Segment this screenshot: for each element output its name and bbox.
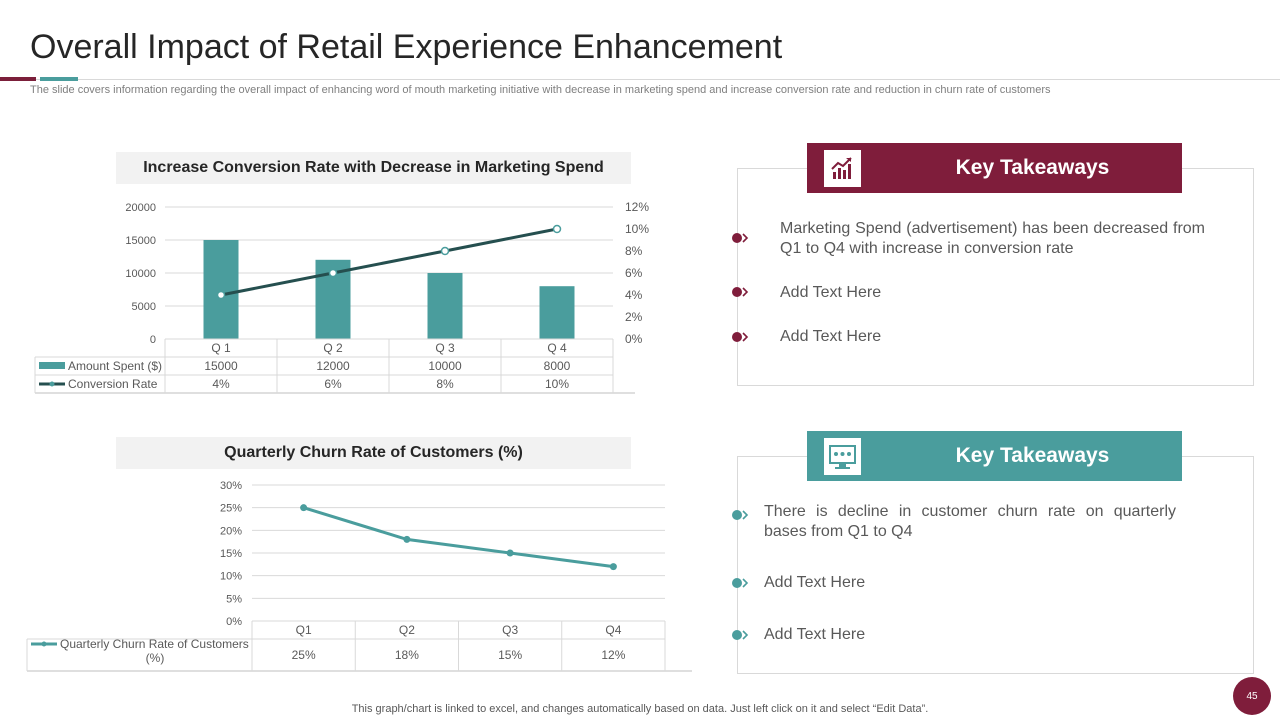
chart1-legend-bar-key xyxy=(39,362,65,369)
chart1-x-label: Q 2 xyxy=(323,341,343,355)
chart1-plot[interactable]: 20000 15000 10000 5000 0 12% 10% 8% 6% 4% 2% 0% Q 1 1… xyxy=(0,195,680,400)
takeaway2-bullet-2: Add Text Here xyxy=(764,574,866,591)
chart1-y-tick: 0 xyxy=(150,334,156,346)
takeaway2-bullet-1: There is decline in customer churn rate … xyxy=(764,503,1176,540)
title-accent-maroon xyxy=(0,77,36,81)
chart2-table-value: 15% xyxy=(498,648,522,662)
takeaways2-panel xyxy=(737,456,1254,674)
chart2-legend-label: Quarterly Churn Rate of Customers (%) xyxy=(60,637,249,665)
chart1-y2-tick: 6% xyxy=(625,266,643,280)
monitor-chart-icon xyxy=(824,438,861,475)
chart2-y-tick: 25% xyxy=(220,503,242,515)
chart1-y-tick: 5000 xyxy=(132,301,156,313)
chart1-line-point xyxy=(216,290,226,300)
chart1-y2-tick: 10% xyxy=(625,222,649,236)
chart2-x-label: Q3 xyxy=(502,623,518,637)
takeaways1-heading: Key Takeaways xyxy=(955,156,1110,179)
chart2-legend-line-key xyxy=(41,641,47,647)
bullet-marker-icon xyxy=(732,231,750,245)
chart1-table-value: 4% xyxy=(212,377,230,391)
chart1-legend-label: Conversion Rate xyxy=(68,377,158,391)
chart2-y-tick: 0% xyxy=(226,616,242,628)
bullet-marker-icon xyxy=(732,576,750,590)
chart2-y-tick: 15% xyxy=(220,548,242,560)
chart1-legend-label: Amount Spent ($) xyxy=(68,359,162,373)
chart2-y-tick: 30% xyxy=(220,480,242,492)
title-divider xyxy=(0,79,1280,80)
chart2-line-point xyxy=(403,535,411,543)
chart2-y-tick: 5% xyxy=(226,593,242,605)
chart1-y2-tick: 2% xyxy=(625,310,643,324)
chart1-table-value: 12000 xyxy=(316,359,350,373)
chart1-table-value: 6% xyxy=(324,377,342,391)
bullet-marker-icon xyxy=(732,330,750,344)
chart1-y2-tick: 8% xyxy=(625,244,643,258)
takeaway1-bullet-2: Add Text Here xyxy=(780,284,882,301)
chart2-table-value: 18% xyxy=(395,648,419,662)
chart2-line-point xyxy=(506,549,514,557)
footer-note: This graph/chart is linked to excel, and… xyxy=(351,703,929,715)
chart1-table-value: 10000 xyxy=(428,359,462,373)
chart1-x-label: Q 3 xyxy=(435,341,455,355)
chart1-y2-tick: 12% xyxy=(625,200,649,214)
chart1-y2-tick: 0% xyxy=(625,332,643,346)
chart2-title[interactable]: Quarterly Churn Rate of Customers (%) xyxy=(116,437,631,469)
chart1-table-value: 8% xyxy=(436,377,454,391)
chart1-x-label: Q 1 xyxy=(211,341,231,355)
chart2-line-point xyxy=(300,504,308,512)
takeaways1-panel xyxy=(737,168,1254,386)
chart-growth-icon xyxy=(824,150,861,187)
chart1-line-point xyxy=(552,224,562,234)
takeaway1-bullet-1: Marketing Spend (advertisement) has been… xyxy=(780,220,1205,257)
takeaways2-heading: Key Takeaways xyxy=(955,444,1110,467)
title-accent-teal xyxy=(40,77,78,81)
bullet-marker-icon xyxy=(732,285,750,299)
takeaways1-banner: Key Takeaways xyxy=(807,143,1182,193)
chart1-y-tick: 20000 xyxy=(125,202,156,214)
chart1-x-label: Q 4 xyxy=(547,341,567,355)
chart2-plot[interactable]: 30% 25% 20% 15% 10% 5% 0% Q1 25% Q2 18% Q3 15% Q4 12% Q… xyxy=(0,475,700,680)
chart2-line-point xyxy=(609,563,617,571)
chart1-bar xyxy=(427,273,463,339)
chart1-bar xyxy=(203,240,239,339)
bullet-marker-icon xyxy=(732,508,750,522)
takeaways2-banner: Key Takeaways xyxy=(807,431,1182,481)
chart1-legend-line-key xyxy=(49,381,55,387)
chart1-table-value: 10% xyxy=(545,377,569,391)
chart1-line-point xyxy=(440,246,450,256)
chart2-x-label: Q1 xyxy=(296,623,312,637)
chart2-table-value: 12% xyxy=(601,648,625,662)
chart2-y-tick: 10% xyxy=(220,571,242,583)
chart2-y-tick: 20% xyxy=(220,525,242,537)
chart1-y-tick: 10000 xyxy=(125,268,156,280)
takeaway1-bullet-3: Add Text Here xyxy=(780,328,882,345)
chart2-line-series xyxy=(303,506,614,569)
chart1-table-value: 15000 xyxy=(204,359,238,373)
chart1-table-value: 8000 xyxy=(544,359,571,373)
chart1-y2-tick: 4% xyxy=(625,288,643,302)
chart1-line-point xyxy=(328,268,338,278)
page-number-badge: 45 xyxy=(1233,677,1271,715)
chart2-table-value: 25% xyxy=(292,648,316,662)
chart2-x-label: Q2 xyxy=(399,623,415,637)
chart1-bar xyxy=(539,286,575,339)
page-subtitle: The slide covers information regarding t… xyxy=(30,84,1051,96)
chart2-x-label: Q4 xyxy=(605,623,621,637)
page-title: Overall Impact of Retail Experience Enha… xyxy=(30,28,783,66)
chart1-y-tick: 15000 xyxy=(125,235,156,247)
bullet-marker-icon xyxy=(732,628,750,642)
takeaway2-bullet-3: Add Text Here xyxy=(764,626,866,643)
chart1-line-series xyxy=(220,227,558,297)
chart1-title[interactable]: Increase Conversion Rate with Decrease i… xyxy=(116,152,631,184)
